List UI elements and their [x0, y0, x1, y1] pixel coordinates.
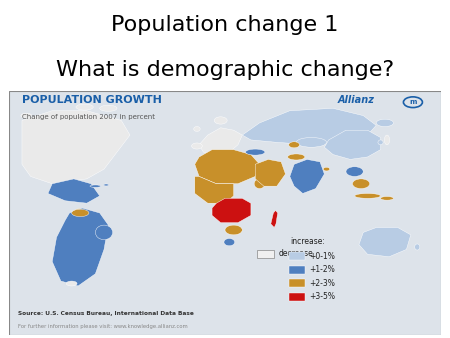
Ellipse shape	[323, 167, 330, 171]
Text: m: m	[409, 99, 417, 105]
Ellipse shape	[90, 185, 101, 187]
Ellipse shape	[381, 196, 393, 200]
Ellipse shape	[384, 135, 390, 145]
Text: Population change 1: Population change 1	[111, 15, 339, 35]
Ellipse shape	[224, 239, 235, 246]
Ellipse shape	[95, 225, 112, 240]
Text: For further information please visit: www.knowledge.allianz.com: For further information please visit: ww…	[18, 323, 187, 329]
Ellipse shape	[72, 209, 89, 217]
Bar	[257, 250, 274, 258]
Text: What is demographic change?: What is demographic change?	[56, 60, 394, 80]
Ellipse shape	[378, 140, 383, 145]
Polygon shape	[199, 128, 242, 154]
Text: +3-5%: +3-5%	[309, 292, 335, 301]
Polygon shape	[271, 211, 278, 227]
Ellipse shape	[254, 179, 265, 189]
Polygon shape	[22, 111, 130, 184]
Text: POPULATION GROWTH: POPULATION GROWTH	[22, 95, 162, 105]
Text: +2-3%: +2-3%	[309, 279, 335, 288]
Text: increase:: increase:	[290, 237, 324, 246]
Polygon shape	[290, 160, 324, 193]
Text: Source: U.S. Census Bureau, International Data Base: Source: U.S. Census Bureau, Internationa…	[18, 311, 194, 316]
Ellipse shape	[352, 179, 370, 189]
Text: +1-2%: +1-2%	[309, 265, 335, 274]
Bar	[288, 266, 305, 274]
Ellipse shape	[104, 184, 109, 186]
Ellipse shape	[21, 113, 32, 118]
Ellipse shape	[346, 167, 363, 176]
Ellipse shape	[296, 138, 327, 147]
Ellipse shape	[192, 143, 202, 149]
Bar	[288, 279, 305, 287]
Polygon shape	[195, 150, 260, 184]
Ellipse shape	[66, 281, 77, 286]
Ellipse shape	[414, 244, 420, 250]
Polygon shape	[48, 179, 100, 203]
Bar	[288, 252, 305, 260]
Text: Allianz: Allianz	[338, 95, 374, 105]
Text: decrease: decrease	[278, 249, 313, 258]
Polygon shape	[212, 198, 251, 223]
Ellipse shape	[376, 119, 393, 126]
Polygon shape	[255, 160, 285, 186]
Ellipse shape	[289, 142, 300, 148]
Ellipse shape	[225, 225, 242, 235]
Ellipse shape	[214, 117, 227, 124]
Text: +0-1%: +0-1%	[309, 252, 335, 261]
Polygon shape	[242, 108, 376, 145]
Polygon shape	[359, 227, 411, 257]
Ellipse shape	[75, 209, 86, 212]
Ellipse shape	[100, 105, 117, 111]
Polygon shape	[324, 130, 381, 160]
Polygon shape	[52, 208, 108, 286]
Ellipse shape	[246, 149, 265, 155]
Text: Change of population 2007 in percent: Change of population 2007 in percent	[22, 114, 155, 120]
Bar	[288, 292, 305, 300]
Ellipse shape	[194, 126, 200, 131]
Ellipse shape	[76, 104, 93, 110]
Ellipse shape	[355, 193, 381, 198]
Ellipse shape	[288, 154, 305, 160]
Polygon shape	[195, 176, 234, 203]
